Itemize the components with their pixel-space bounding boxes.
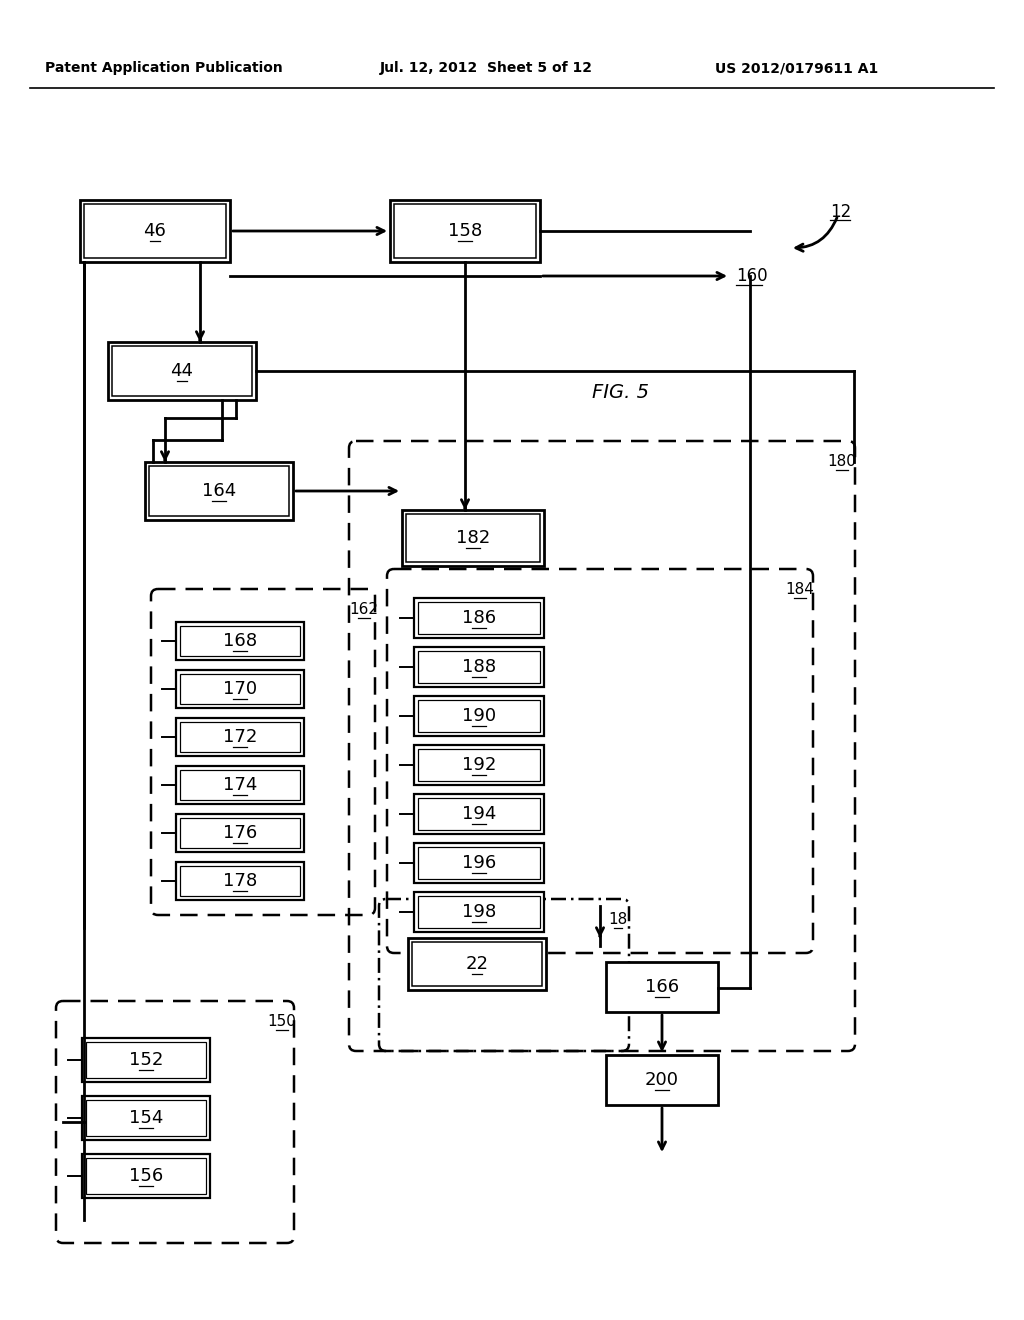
- Bar: [406, 513, 540, 562]
- Text: 160: 160: [736, 267, 768, 285]
- Bar: [180, 675, 300, 704]
- Bar: [606, 962, 718, 1012]
- Bar: [82, 1096, 210, 1140]
- Bar: [82, 1154, 210, 1199]
- Bar: [414, 598, 544, 638]
- Bar: [414, 843, 544, 883]
- Bar: [414, 795, 544, 834]
- Bar: [180, 722, 300, 752]
- Text: US 2012/0179611 A1: US 2012/0179611 A1: [715, 61, 879, 75]
- Bar: [418, 799, 540, 830]
- Text: 18: 18: [608, 912, 628, 928]
- Text: 166: 166: [645, 978, 679, 997]
- Bar: [180, 770, 300, 800]
- Text: 192: 192: [462, 756, 497, 774]
- Text: 172: 172: [223, 729, 257, 746]
- Bar: [418, 847, 540, 879]
- Text: 156: 156: [129, 1167, 163, 1185]
- Bar: [112, 346, 252, 396]
- Text: 178: 178: [223, 873, 257, 890]
- Bar: [412, 942, 542, 986]
- Bar: [418, 602, 540, 634]
- Text: 174: 174: [223, 776, 257, 795]
- Bar: [176, 862, 304, 900]
- Bar: [414, 892, 544, 932]
- Bar: [180, 626, 300, 656]
- Text: 44: 44: [171, 362, 194, 380]
- Text: 196: 196: [462, 854, 496, 873]
- Text: Patent Application Publication: Patent Application Publication: [45, 61, 283, 75]
- Text: FIG. 5: FIG. 5: [592, 383, 649, 401]
- Text: 194: 194: [462, 805, 497, 822]
- Bar: [606, 1055, 718, 1105]
- Bar: [145, 462, 293, 520]
- Text: 184: 184: [785, 582, 814, 598]
- Bar: [84, 205, 226, 257]
- Text: 150: 150: [267, 1015, 296, 1030]
- Text: 200: 200: [645, 1071, 679, 1089]
- Bar: [86, 1100, 206, 1137]
- Text: 180: 180: [827, 454, 856, 470]
- Text: 190: 190: [462, 708, 496, 725]
- Text: 162: 162: [349, 602, 379, 618]
- Bar: [418, 748, 540, 781]
- Bar: [418, 651, 540, 682]
- Text: 158: 158: [447, 222, 482, 240]
- Bar: [180, 866, 300, 896]
- Bar: [418, 700, 540, 733]
- Bar: [414, 696, 544, 737]
- Text: 188: 188: [462, 657, 496, 676]
- Text: 176: 176: [223, 824, 257, 842]
- Text: 182: 182: [456, 529, 490, 546]
- Text: 198: 198: [462, 903, 496, 921]
- Text: 186: 186: [462, 609, 496, 627]
- Bar: [390, 201, 540, 261]
- Text: 170: 170: [223, 680, 257, 698]
- Bar: [176, 622, 304, 660]
- Text: 168: 168: [223, 632, 257, 649]
- Bar: [408, 939, 546, 990]
- Bar: [402, 510, 544, 566]
- Bar: [108, 342, 256, 400]
- Text: 46: 46: [143, 222, 167, 240]
- Text: 152: 152: [129, 1051, 163, 1069]
- Bar: [394, 205, 536, 257]
- Bar: [180, 818, 300, 847]
- Text: 154: 154: [129, 1109, 163, 1127]
- Text: Jul. 12, 2012  Sheet 5 of 12: Jul. 12, 2012 Sheet 5 of 12: [380, 61, 593, 75]
- Bar: [176, 718, 304, 756]
- Bar: [80, 201, 230, 261]
- Bar: [418, 896, 540, 928]
- Text: 22: 22: [466, 954, 488, 973]
- Bar: [82, 1038, 210, 1082]
- Bar: [86, 1158, 206, 1195]
- Bar: [86, 1041, 206, 1078]
- Bar: [414, 647, 544, 686]
- Bar: [176, 814, 304, 851]
- Bar: [176, 671, 304, 708]
- Bar: [176, 766, 304, 804]
- Bar: [150, 466, 289, 516]
- Text: 164: 164: [202, 482, 237, 500]
- Text: 12: 12: [830, 203, 851, 220]
- Bar: [414, 744, 544, 785]
